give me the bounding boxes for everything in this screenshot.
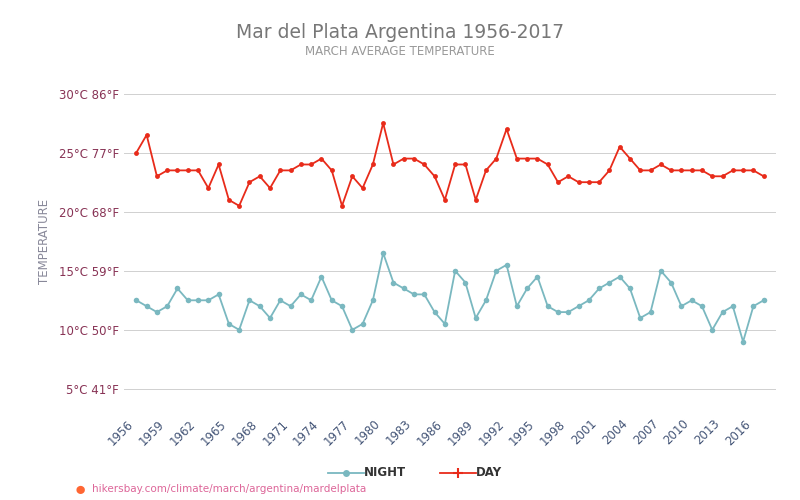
Text: ⬤: ⬤: [76, 485, 86, 494]
Text: DAY: DAY: [476, 466, 502, 479]
Y-axis label: TEMPERATURE: TEMPERATURE: [38, 198, 50, 284]
Text: hikersbay.com/climate/march/argentina/mardelplata: hikersbay.com/climate/march/argentina/ma…: [92, 484, 366, 494]
Text: NIGHT: NIGHT: [364, 466, 406, 479]
Text: Mar del Plata Argentina 1956-2017: Mar del Plata Argentina 1956-2017: [236, 22, 564, 42]
Text: MARCH AVERAGE TEMPERATURE: MARCH AVERAGE TEMPERATURE: [305, 45, 495, 58]
